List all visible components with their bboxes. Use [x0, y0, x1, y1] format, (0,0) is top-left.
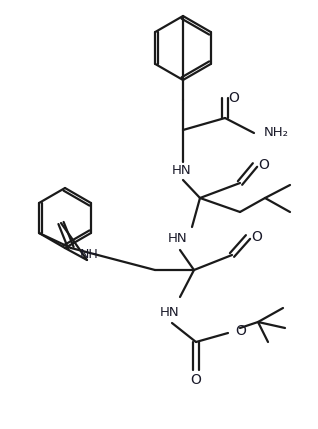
Text: O: O — [229, 91, 239, 105]
Text: NH: NH — [80, 248, 98, 260]
Text: O: O — [235, 324, 246, 338]
Text: HN: HN — [168, 233, 188, 245]
Text: O: O — [190, 373, 201, 387]
Text: NH₂: NH₂ — [264, 126, 289, 139]
Text: HN: HN — [160, 305, 180, 318]
Text: O: O — [259, 158, 269, 172]
Text: HN: HN — [172, 164, 192, 178]
Text: O: O — [252, 230, 262, 244]
